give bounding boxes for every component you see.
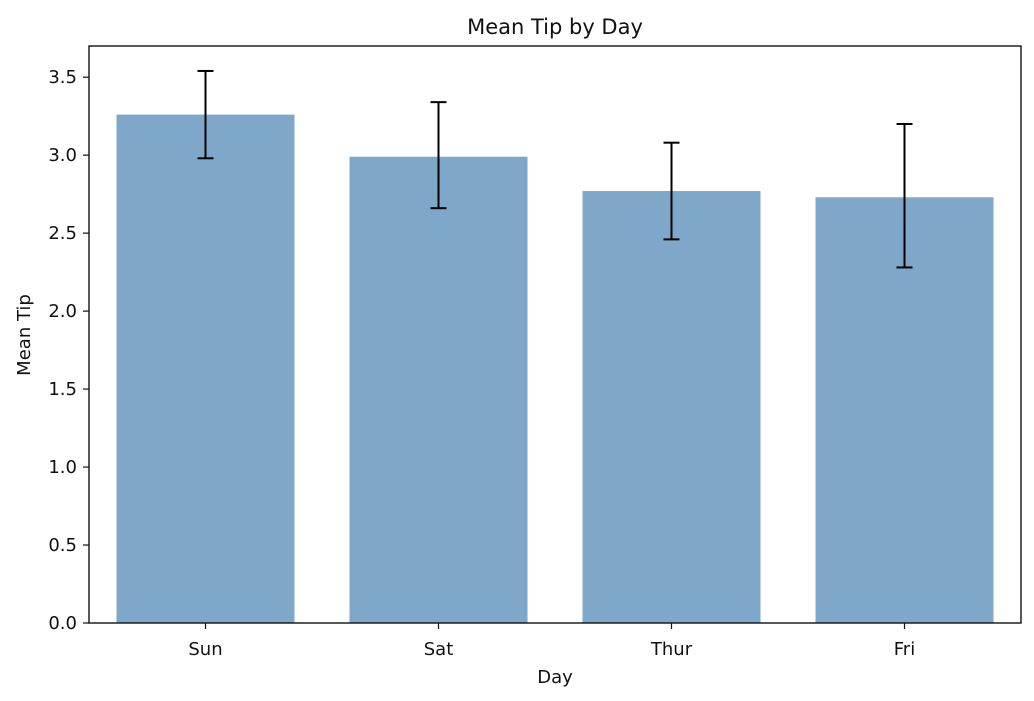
y-tick-label: 3.0: [48, 145, 77, 166]
chart-title: Mean Tip by Day: [467, 15, 643, 39]
x-axis-ticks: Sun Sat Thur Fri: [188, 623, 915, 660]
y-tick-label: 1.5: [48, 379, 77, 400]
y-tick-label: 1.0: [48, 457, 77, 478]
x-tick-label-thur: Thur: [650, 639, 693, 660]
bar-thur: [582, 191, 761, 623]
y-tick-label: 0.0: [48, 613, 77, 634]
x-tick-label-fri: Fri: [894, 639, 915, 660]
y-tick-label: 2.0: [48, 301, 77, 322]
plot-area: 0.0 0.5 1.0 1.5 2.0 2.5 3.0 3.5 Sun Sat Thur Fri: [48, 45, 1022, 660]
y-tick-label: 0.5: [48, 535, 77, 556]
bar-sun: [116, 114, 295, 624]
y-tick-label: 3.5: [48, 67, 77, 88]
x-axis-label: Day: [537, 667, 573, 688]
axes-frame: [88, 45, 1022, 624]
error-bars-group: [197, 69, 913, 269]
x-tick-label-sat: Sat: [424, 639, 454, 660]
bar-sat: [349, 156, 528, 623]
y-tick-label: 2.5: [48, 223, 77, 244]
y-axis-label: Mean Tip: [14, 294, 35, 376]
y-axis-ticks: 0.0 0.5 1.0 1.5 2.0 2.5 3.0 3.5: [48, 67, 89, 634]
x-tick-label-sun: Sun: [188, 639, 222, 660]
bars-group: [116, 114, 994, 624]
